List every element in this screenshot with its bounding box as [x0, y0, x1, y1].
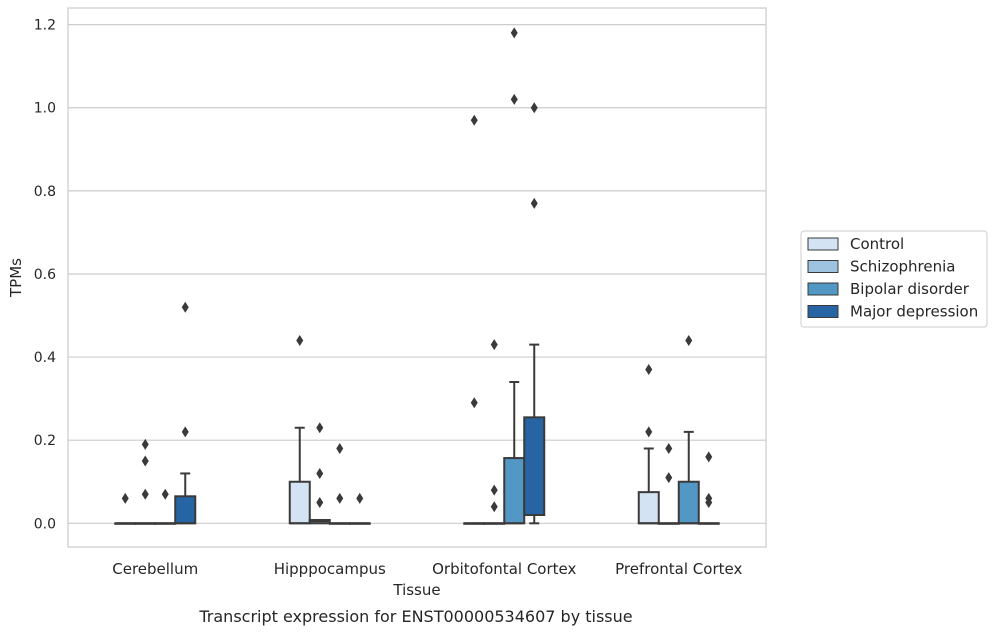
outlier-point	[530, 197, 538, 209]
legend-swatch	[807, 237, 839, 251]
box-schizophrenia	[308, 422, 331, 525]
outlier-point	[470, 397, 478, 409]
y-axis-ticks: 0.0 0.2 0.4 0.6 0.8 1.0 1.2	[34, 18, 56, 533]
outlier-point	[296, 334, 304, 346]
outlier-point	[356, 492, 364, 504]
outlier-point	[490, 339, 498, 351]
box-body	[503, 457, 526, 525]
box-schizophrenia	[657, 443, 680, 525]
box-body	[288, 480, 311, 525]
x-tick-label: Orbitofontal Cortex	[432, 560, 576, 578]
box-bipolar-disorder	[328, 443, 351, 525]
x-tick-label: Prefrontal Cortex	[615, 560, 742, 578]
box-bipolar-disorder	[677, 334, 700, 525]
outlier-point	[510, 27, 518, 39]
outlier-point	[181, 426, 189, 438]
box-body	[637, 491, 660, 525]
legend-label: Control	[850, 235, 904, 253]
x-tick-label: Hipppocampus	[274, 560, 386, 578]
box-bipolar-disorder	[503, 27, 526, 525]
legend-frame	[800, 230, 988, 328]
box-bipolar-disorder	[154, 488, 177, 525]
outlier-point	[705, 451, 713, 463]
y-tick-label: 0.2	[34, 433, 56, 449]
box-body	[677, 480, 700, 525]
outlier-point	[121, 492, 129, 504]
legend-swatch	[807, 282, 839, 296]
x-tick-label: Cerebellum	[112, 560, 198, 578]
legend-label: Schizophrenia	[850, 258, 955, 276]
outlier-point	[645, 364, 653, 376]
y-axis-label: TPMs	[7, 258, 25, 298]
legend-swatch	[807, 260, 839, 273]
y-tick-label: 0.6	[34, 267, 56, 283]
outlier-point	[490, 484, 498, 496]
box-major-depression	[348, 492, 371, 525]
outlier-point	[336, 492, 344, 504]
box-major-depression	[697, 451, 720, 525]
outlier-point	[316, 497, 324, 509]
outlier-point	[141, 488, 149, 500]
outlier-point	[470, 114, 478, 126]
box-control	[463, 114, 486, 525]
outlier-point	[645, 426, 653, 438]
outlier-point	[161, 488, 169, 500]
outlier-point	[141, 438, 149, 450]
y-tick-label: 0.4	[34, 350, 56, 366]
outlier-point	[705, 492, 713, 504]
outlier-point	[181, 301, 189, 313]
box-major-depression	[174, 301, 197, 525]
box-body	[523, 416, 546, 517]
box-schizophrenia	[483, 339, 506, 525]
outlier-point	[316, 422, 324, 434]
outlier-point	[336, 443, 344, 455]
outlier-point	[530, 102, 538, 114]
y-tick-label: 1.0	[34, 101, 56, 117]
outlier-point	[685, 334, 693, 346]
outlier-point	[141, 455, 149, 467]
legend-swatch	[807, 305, 839, 318]
legend-label: Bipolar disorder	[850, 280, 970, 298]
plot-frame	[67, 7, 767, 548]
y-tick-label: 0.8	[34, 184, 56, 200]
outlier-point	[316, 467, 324, 479]
y-tick-label: 0.0	[34, 516, 56, 532]
box-body	[174, 495, 197, 525]
x-axis-ticks: Cerebellum Hipppocampus Orbitofontal Corte…	[112, 560, 742, 578]
outlier-point	[665, 443, 673, 455]
x-axis-label: Tissue	[392, 581, 440, 599]
outlier-point	[510, 93, 518, 105]
box-major-depression	[523, 102, 546, 525]
outlier-point	[490, 501, 498, 513]
grid-layer	[68, 24, 766, 524]
box-schizophrenia	[134, 438, 157, 525]
chart-marks	[114, 27, 720, 525]
box-control	[637, 364, 660, 525]
box-control	[288, 334, 311, 525]
outlier-point	[665, 472, 673, 484]
y-tick-label: 1.2	[34, 18, 56, 34]
box-control	[114, 492, 137, 525]
legend-label: Major depression	[850, 303, 978, 321]
chart-caption: Transcript expression for ENST0000053460…	[198, 607, 632, 626]
legend: Control Schizophrenia Bipolar disorder Majo…	[800, 230, 988, 328]
